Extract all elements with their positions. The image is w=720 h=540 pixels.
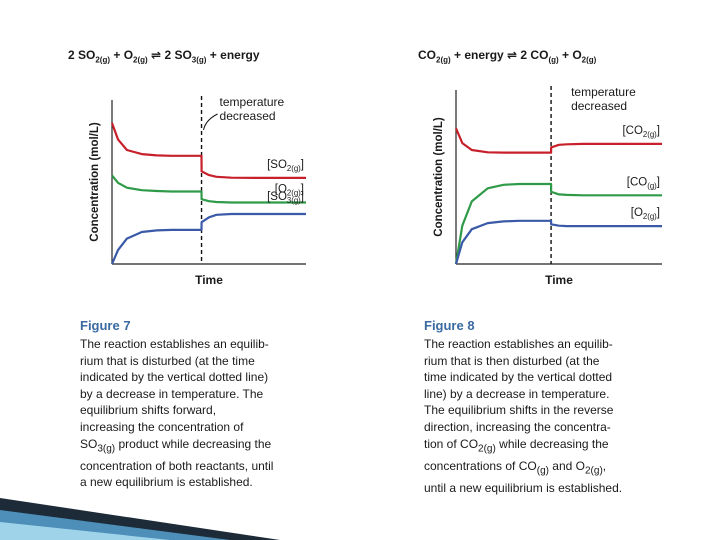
series-line bbox=[454, 219, 662, 265]
caption-line: line) by a decrease in temperature. bbox=[424, 386, 610, 401]
caption-line: concentrations of CO(g) and O2(g), bbox=[424, 458, 607, 476]
caption-line: SO3(g) product while decreasing the bbox=[80, 436, 272, 454]
caption-line: increasing the concentration of bbox=[80, 419, 244, 434]
temperature-annotation: temperature decreased bbox=[220, 95, 285, 123]
chart-figure-7: Concentration (mol/L) Time temperature decr… bbox=[89, 95, 306, 287]
y-axis-label: Concentration (mol/L) bbox=[433, 117, 445, 237]
series-line bbox=[110, 122, 306, 180]
figure-8-label: Figure 8 bbox=[424, 318, 475, 333]
series-label: [CO(g)] bbox=[627, 176, 660, 190]
caption-line: tion of CO2(g) while decreasing the bbox=[424, 436, 609, 454]
equation-figure-8: CO2(g) + energy ⇌ 2 CO(g) + O2(g) bbox=[418, 48, 597, 65]
figure-8-caption: The reaction establishes an equilib- riu… bbox=[424, 336, 674, 496]
series-label: [O2(g)] bbox=[631, 207, 660, 221]
annotation-pointer bbox=[203, 113, 218, 131]
figure-7-caption: The reaction establishes an equilib- riu… bbox=[80, 336, 316, 491]
series-line bbox=[111, 174, 306, 204]
caption-line: direction, increasing the concentra- bbox=[424, 419, 611, 434]
slide-corner-decoration bbox=[0, 498, 280, 540]
series-label: [O2(g)] bbox=[275, 184, 304, 198]
x-axis-label: Time bbox=[195, 273, 223, 287]
figure-8-panel: CO2(g) + energy ⇌ 2 CO(g) + O2(g) Concen… bbox=[412, 36, 674, 502]
caption-line: indicated by the vertical dotted line) bbox=[80, 370, 269, 385]
caption-line: time indicated by the vertical dotted bbox=[424, 370, 613, 385]
caption-line: a new equilibrium is established. bbox=[80, 475, 253, 490]
temperature-annotation: temperature decreased bbox=[571, 85, 636, 113]
series-label: [SO3(g)] bbox=[267, 191, 304, 205]
caption-line: rium that is disturbed (at the time bbox=[80, 353, 255, 368]
series-label: [SO2(g)] bbox=[267, 159, 304, 173]
x-axis-label: Time bbox=[545, 273, 573, 287]
caption-line: The reaction establishes an equilib- bbox=[424, 337, 613, 351]
series-line bbox=[110, 212, 306, 265]
caption-line: The equilibrium shifts in the reverse bbox=[424, 403, 614, 418]
caption-line: by a decrease in temperature. The bbox=[80, 386, 264, 401]
y-axis-label: Concentration (mol/L) bbox=[89, 122, 101, 242]
equation-figure-7: 2 SO2(g) + O2(g) ⇌ 2 SO3(g) + energy bbox=[68, 48, 260, 65]
series-line bbox=[454, 127, 662, 154]
caption-line: The reaction establishes an equilib- bbox=[80, 337, 269, 351]
series-line bbox=[454, 182, 662, 265]
caption-line: rium that is then disturbed (at the bbox=[424, 353, 600, 368]
figure-7-panel: 2 SO2(g) + O2(g) ⇌ 2 SO3(g) + energy Con… bbox=[62, 36, 324, 502]
chart-figure-8: Concentration (mol/L) Time temperature decr… bbox=[433, 85, 662, 287]
series-label: [CO2(g)] bbox=[622, 125, 660, 139]
caption-line: concentration of both reactants, until bbox=[80, 458, 274, 473]
figure-7-label: Figure 7 bbox=[80, 318, 131, 333]
caption-line: until a new equilibrium is established. bbox=[424, 480, 623, 495]
caption-line: equilibrium shifts forward, bbox=[80, 403, 217, 418]
